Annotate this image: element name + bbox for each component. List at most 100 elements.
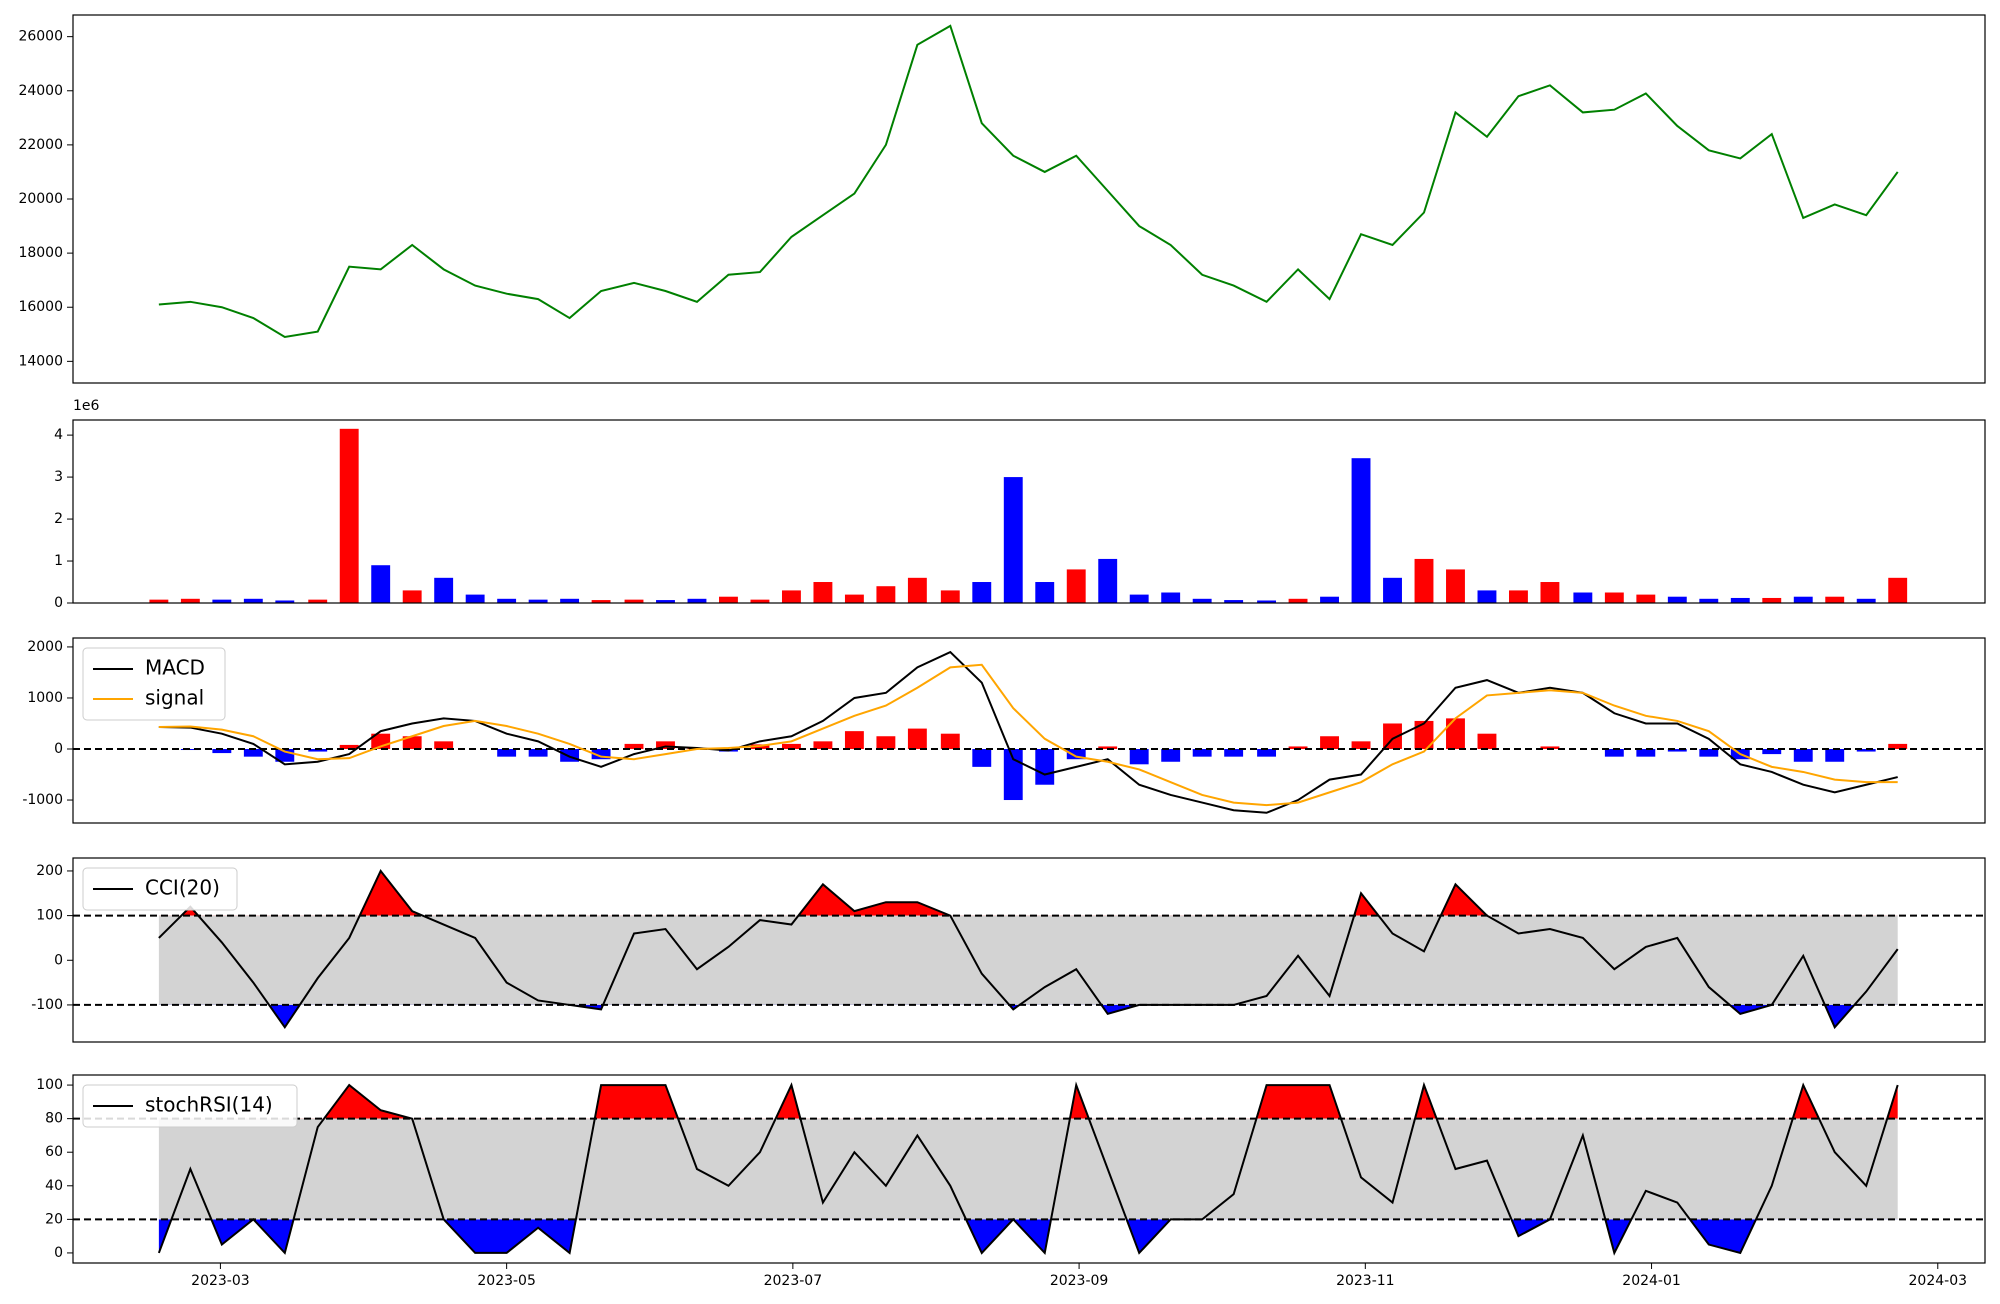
histogram-bar xyxy=(907,728,927,749)
histogram-bar xyxy=(1035,749,1055,785)
bar xyxy=(402,590,422,603)
bar xyxy=(624,599,644,603)
y-tick-label: 0 xyxy=(54,1245,63,1261)
y-tick-label: 22000 xyxy=(18,137,63,153)
bar xyxy=(339,428,359,603)
bar xyxy=(876,586,896,603)
bar xyxy=(1320,596,1339,603)
histogram-bar xyxy=(1320,736,1339,749)
bar xyxy=(1730,597,1750,603)
line xyxy=(158,24,1899,339)
y-tick-label: 40 xyxy=(45,1178,63,1194)
y-tick-label: 80 xyxy=(45,1111,63,1127)
histogram-bar xyxy=(844,731,864,749)
histogram-bar xyxy=(339,744,359,749)
bar xyxy=(940,590,960,603)
histogram-bar xyxy=(434,741,454,749)
bar xyxy=(528,599,548,603)
histogram-bar xyxy=(1257,749,1277,757)
histogram-bar xyxy=(1636,749,1656,757)
histogram-bar xyxy=(656,741,675,749)
y-tick-label: 20 xyxy=(45,1211,63,1227)
legend-box xyxy=(82,647,226,721)
histogram-bar xyxy=(1856,749,1876,752)
bar xyxy=(907,577,927,603)
y-tick-label: 200 xyxy=(36,863,63,879)
bar xyxy=(1509,590,1528,603)
bar xyxy=(149,599,169,603)
bar xyxy=(1351,458,1371,603)
x-tick-label: 2024-01 xyxy=(1622,1273,1681,1289)
bar xyxy=(180,598,200,603)
legend-box xyxy=(82,1084,298,1128)
histogram-bar xyxy=(876,736,896,749)
bar xyxy=(1667,596,1687,603)
bar xyxy=(781,590,801,603)
bar xyxy=(465,594,485,603)
y-tick-label: 26000 xyxy=(18,29,63,45)
y-tick-label: 16000 xyxy=(18,299,63,315)
histogram-bar xyxy=(781,743,801,749)
histogram-bar xyxy=(1477,733,1497,749)
bar xyxy=(1288,598,1308,603)
y-tick-label: 100 xyxy=(36,908,63,924)
bar xyxy=(844,594,864,603)
y-tick-label: 60 xyxy=(45,1144,63,1160)
panel: 14000 16000 18000 20000 22000 24000 26000 xyxy=(18,14,1986,384)
histogram-bar xyxy=(624,743,644,749)
panel: -1000 0 1000 2000 MACD signal xyxy=(22,637,1986,824)
histogram-bar xyxy=(972,749,992,767)
y-tick-label: 20000 xyxy=(18,191,63,207)
histogram-bar xyxy=(1192,749,1212,757)
bar xyxy=(1699,598,1719,603)
bar xyxy=(1257,600,1277,603)
histogram-bar xyxy=(1667,749,1687,752)
bar xyxy=(1066,569,1086,603)
line xyxy=(158,869,1899,1030)
histogram-bar xyxy=(1793,749,1813,762)
fill-above xyxy=(158,870,1898,916)
bar xyxy=(371,565,391,603)
legend-label: CCI(20) xyxy=(145,876,220,900)
y-tick-label: -100 xyxy=(31,997,63,1013)
histogram-bar xyxy=(212,749,232,754)
bar xyxy=(1573,592,1593,603)
histogram-bar xyxy=(1414,720,1434,749)
bar xyxy=(813,582,833,603)
bar xyxy=(434,577,454,603)
bar xyxy=(1161,592,1181,603)
bar xyxy=(243,598,263,603)
bar xyxy=(972,582,992,603)
x-tick-label: 2023-09 xyxy=(1050,1273,1109,1289)
histogram-bar xyxy=(1604,749,1624,757)
histogram-bar xyxy=(528,749,548,757)
bar xyxy=(1540,582,1560,603)
line xyxy=(158,650,1898,814)
histogram-bar xyxy=(497,749,517,757)
axes-frame xyxy=(72,857,1986,1043)
y-tick-label: 0 xyxy=(54,952,63,968)
bar xyxy=(1604,592,1624,603)
bar xyxy=(1856,598,1876,603)
y-tick-label: 1 xyxy=(54,553,63,569)
histogram-bar xyxy=(1699,749,1719,757)
bar xyxy=(1793,596,1813,603)
histogram-bar xyxy=(308,749,328,752)
y-tick-label: 1000 xyxy=(27,690,63,706)
bar xyxy=(1477,590,1497,603)
histogram-bar xyxy=(1762,749,1782,755)
axes-frame xyxy=(72,1074,1986,1264)
panel: -100 0 100 200 CCI(20) xyxy=(31,857,1986,1043)
fill-above xyxy=(158,1085,1898,1119)
legend-box xyxy=(82,867,238,911)
band xyxy=(158,1118,1898,1220)
histogram-bar xyxy=(940,733,960,749)
y-tick-label: 2 xyxy=(54,511,63,527)
y-tick-label: 3 xyxy=(54,469,63,485)
panel: 0 20 40 60 80 100 2023-03 2023-05 2023-07 2023-09… xyxy=(36,1074,1986,1289)
histogram-bar xyxy=(1224,749,1244,757)
legend-label: MACD xyxy=(145,656,205,680)
axes-frame xyxy=(72,419,1986,604)
bar xyxy=(1192,598,1212,603)
